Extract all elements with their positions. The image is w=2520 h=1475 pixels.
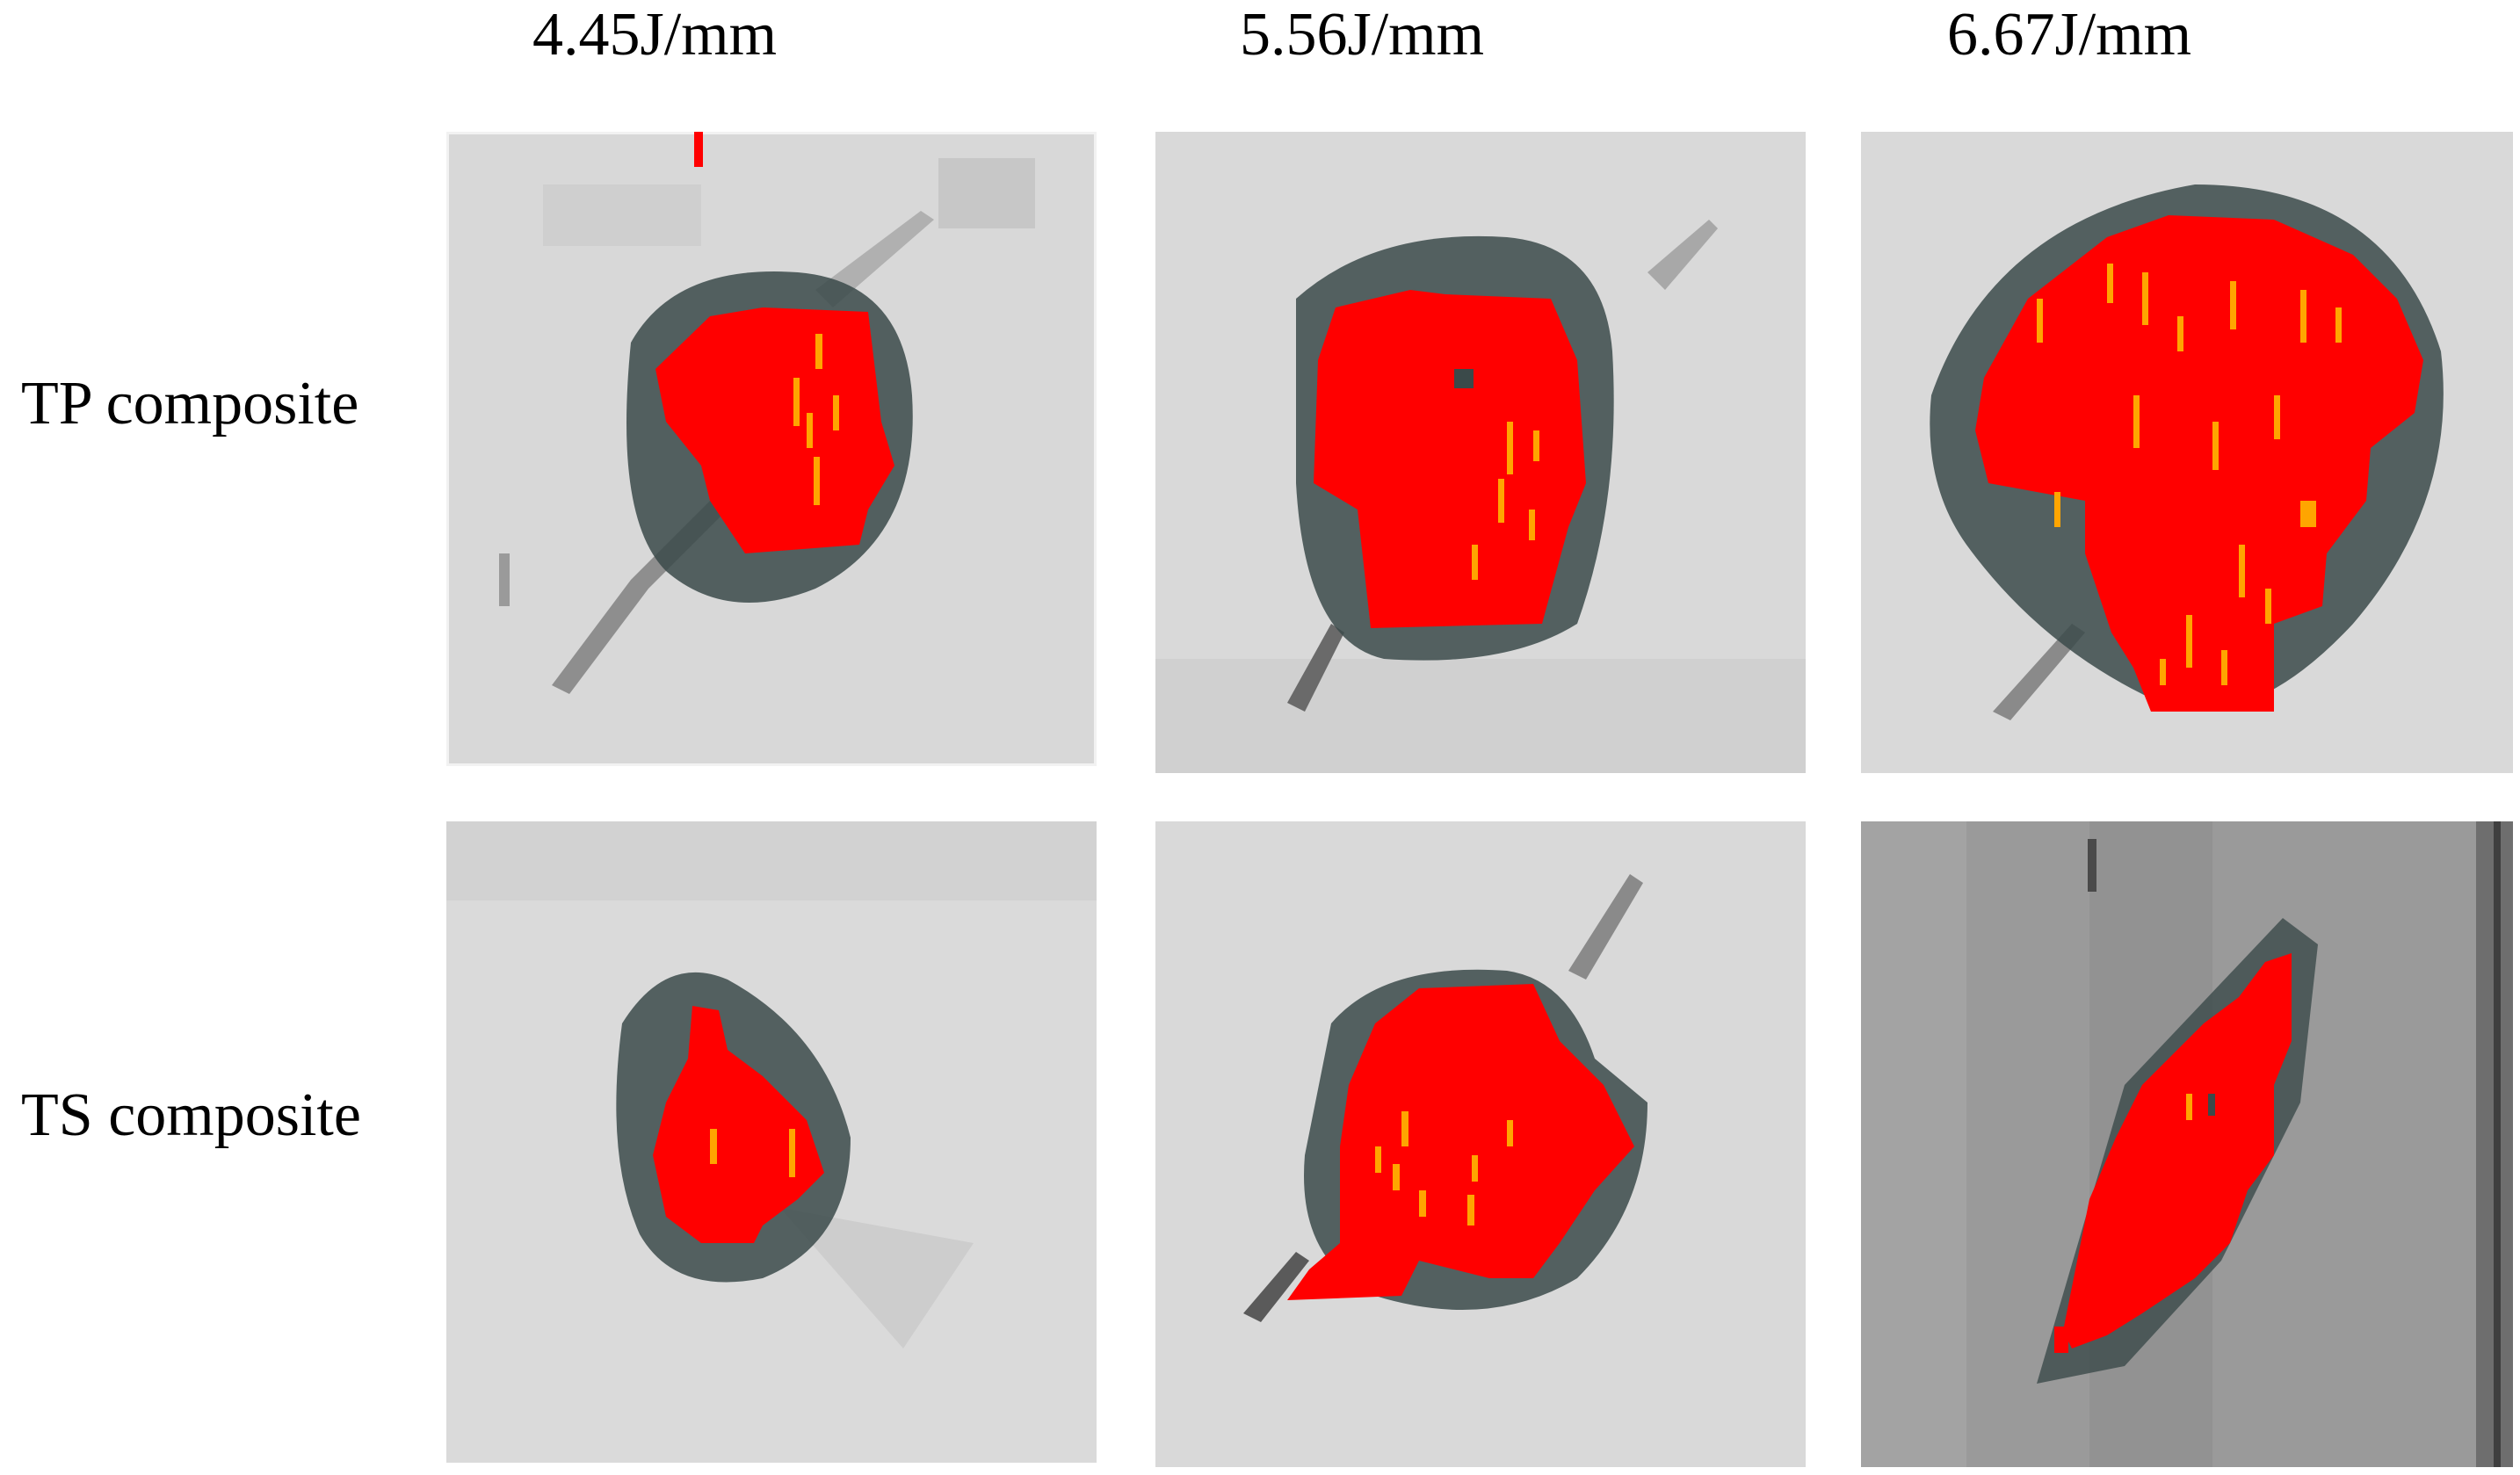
panel-tp-6-67 [1861,132,2513,773]
panel-tp-5-56 [1155,132,1806,773]
panel-ts-4-45 [446,821,1097,1463]
column-header-5-56: 5.56J/mm [1239,1,1485,69]
column-header-6-67: 6.67J/mm [1946,1,2192,69]
panel-tp-4-45 [446,132,1097,766]
panel-ts-5-56 [1155,821,1806,1467]
row-label-ts-composite: TS composite [21,1081,361,1149]
row-label-tp-composite: TP composite [21,370,359,437]
column-header-4-45: 4.45J/mm [532,1,778,69]
panel-ts-6-67 [1861,821,2513,1467]
